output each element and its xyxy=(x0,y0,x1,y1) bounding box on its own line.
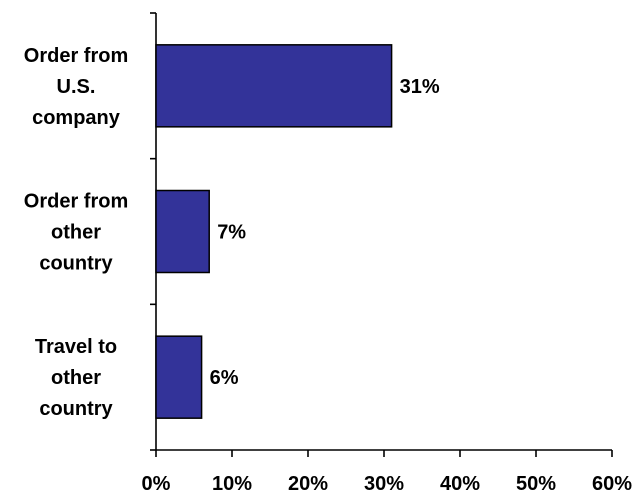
category-label-line: other xyxy=(51,367,101,389)
category-label-line: U.S. xyxy=(57,76,96,98)
category-label: Order from U.S. company xyxy=(24,45,128,129)
data-label: 6% xyxy=(210,367,239,389)
category-label-line: Order from xyxy=(24,191,128,213)
category-label-line: other xyxy=(51,222,101,244)
x-tick-label: 30% xyxy=(364,473,404,495)
x-tick-label: 40% xyxy=(440,473,480,495)
data-label: 7% xyxy=(217,222,246,244)
category-label-line: country xyxy=(39,253,113,275)
category-labels: Order from U.S. company Order from other coun… xyxy=(24,45,128,420)
category-label: Travel to other country xyxy=(35,336,117,420)
x-tick-label: 60% xyxy=(592,473,632,495)
x-tick-label: 10% xyxy=(212,473,252,495)
chart-bars xyxy=(155,44,393,419)
bar xyxy=(155,189,210,274)
bar xyxy=(155,44,393,128)
x-tick-label: 50% xyxy=(516,473,556,495)
category-label: Order from other country xyxy=(24,191,128,275)
bar xyxy=(155,335,203,419)
x-tick-label: 0% xyxy=(142,473,171,495)
category-label-line: Order from xyxy=(24,45,128,67)
category-label-line: country xyxy=(39,398,113,420)
x-tick-labels: 0% 10% 20% 30% 40% 50% 60% xyxy=(142,473,633,495)
data-label: 31% xyxy=(400,76,440,98)
x-tick-label: 20% xyxy=(288,473,328,495)
category-label-line: company xyxy=(32,107,121,129)
data-labels: 31% 7% 6% xyxy=(210,76,440,389)
category-label-line: Travel to xyxy=(35,336,117,358)
